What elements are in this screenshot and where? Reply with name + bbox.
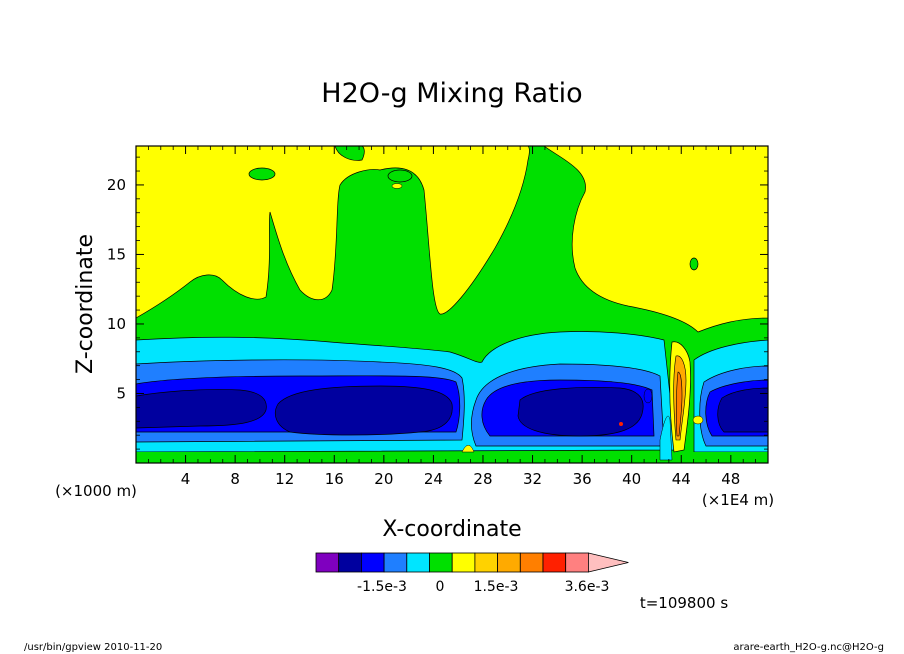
y-axis: 5 10 15 20 — [107, 156, 768, 450]
small-blue-cell — [643, 388, 653, 404]
colorbar-swatch — [429, 552, 453, 573]
x-tick-label: 20 — [374, 470, 393, 488]
green-island — [689, 257, 699, 271]
colorbar-swatch — [542, 552, 567, 573]
bottom-green-strip — [136, 452, 768, 463]
band-navy-left — [136, 389, 267, 429]
upper-yellow-region-right — [543, 146, 768, 333]
footer-left: /usr/bin/gpview 2010-11-20 — [24, 642, 162, 653]
y-tick-label: 10 — [107, 315, 126, 333]
x-tick-label: 48 — [721, 470, 740, 488]
x-tick-label: 12 — [275, 470, 294, 488]
colorbar-swatch — [497, 552, 521, 573]
green-island — [248, 167, 276, 181]
x-axis-label: X-coordinate — [382, 517, 521, 542]
y-tick-label: 15 — [107, 245, 126, 263]
x-tick-label: 40 — [622, 470, 641, 488]
yellow-spot — [461, 445, 475, 453]
footer-right: arare-earth_H2O-g.nc@H2O-g — [733, 642, 884, 653]
colorbar-swatch — [338, 552, 362, 573]
x-tick-label: 24 — [424, 470, 443, 488]
colorbar-swatch — [474, 552, 498, 573]
x-unit-left: (×1000 m) — [55, 482, 137, 500]
green-top-patch — [334, 146, 365, 161]
colorbar-label: -1.5e-3 — [357, 579, 407, 595]
colorbar-swatch — [451, 552, 476, 573]
colorbar-arrow — [588, 552, 629, 573]
small-red-cell — [619, 422, 623, 426]
x-unit-right: (×1E4 m) — [702, 491, 774, 509]
x-tick-label: 16 — [325, 470, 344, 488]
colorbar-swatch — [565, 552, 589, 573]
y-tick-label: 20 — [107, 176, 126, 194]
plot-frame — [135, 145, 769, 464]
y-axis-label: Z-coordinate — [73, 234, 98, 374]
colorbar-label: 3.6e-3 — [565, 579, 610, 595]
y-tick-label: 5 — [116, 384, 126, 402]
x-axis: 4 8 12 16 20 24 28 32 36 40 44 48 — [147, 146, 757, 488]
colorbar-swatch — [360, 552, 385, 573]
x-tick-label: 44 — [672, 470, 691, 488]
time-label: t=109800 s — [640, 594, 728, 612]
band-navy-far-right — [717, 387, 768, 433]
band-navy-right — [517, 386, 644, 437]
chart-title: H2O-g Mixing Ratio — [321, 78, 582, 109]
plume-dark — [676, 371, 683, 437]
band-navy-center — [275, 385, 453, 436]
small-yellow-cell — [692, 415, 704, 425]
yellow-pocket — [391, 183, 403, 189]
x-tick-label: 4 — [181, 470, 191, 488]
green-island — [387, 169, 413, 183]
x-tick-label: 28 — [473, 470, 492, 488]
colorbar-label: 1.5e-3 — [474, 579, 519, 595]
colorbar — [315, 552, 629, 573]
colorbar-label: 0 — [436, 579, 445, 595]
colorbar-swatch — [519, 552, 544, 573]
upper-yellow-region — [136, 146, 530, 319]
colorbar-labels: -1.5e-3 0 1.5e-3 3.6e-3 — [357, 579, 609, 595]
x-tick-label: 36 — [573, 470, 592, 488]
x-tick-label: 32 — [523, 470, 542, 488]
colorbar-swatch — [383, 552, 408, 573]
colorbar-swatch — [315, 552, 340, 573]
plot-area — [136, 146, 768, 463]
colorbar-swatch — [406, 552, 430, 573]
x-tick-label: 8 — [230, 470, 240, 488]
plume-cyan — [659, 415, 673, 461]
